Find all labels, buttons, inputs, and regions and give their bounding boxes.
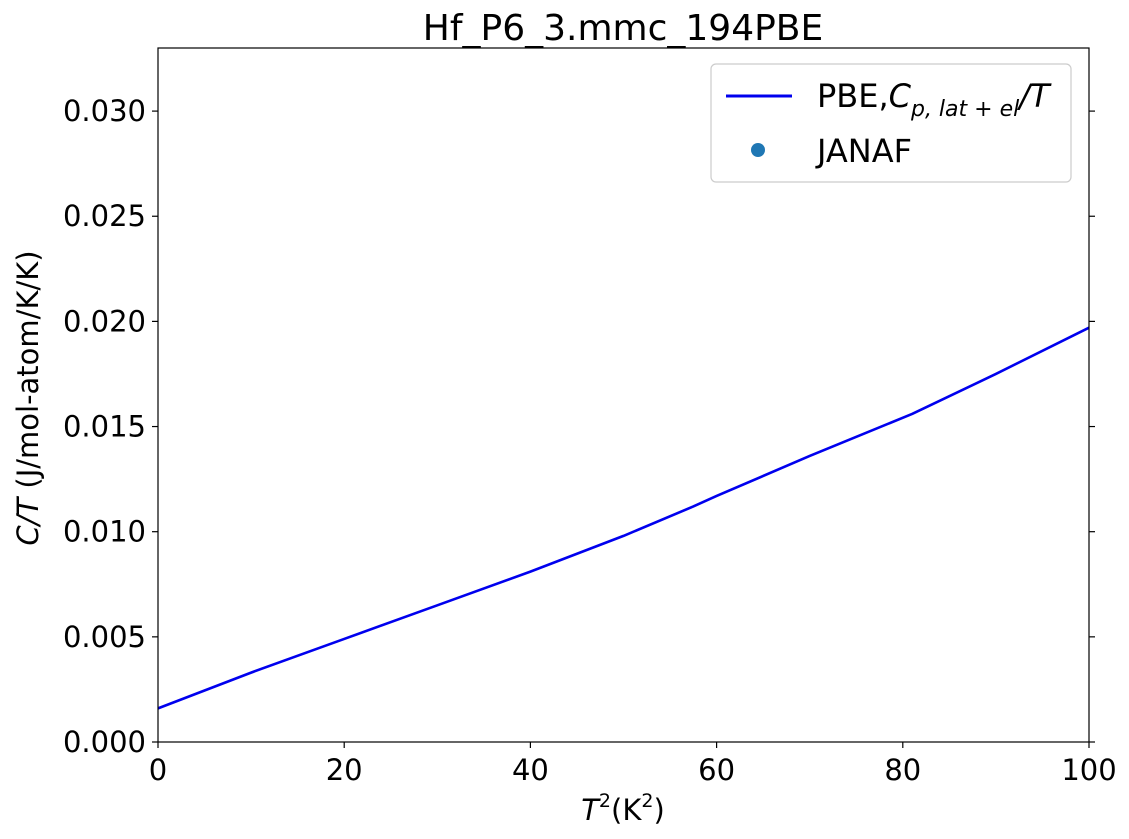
x-tick-label-1: 20	[326, 753, 363, 787]
y-axis-label: C/T (J/mol-atom/K/K)	[11, 250, 45, 545]
legend-label-pbe: PBE,Cp, lat + el/T	[817, 77, 1052, 122]
legend-label-pbe-sub: p, lat + el	[910, 97, 1019, 122]
x-axis-label-base: T	[581, 793, 601, 827]
legend-label-pbe-prefix: PBE,	[817, 77, 889, 115]
legend: PBE,Cp, lat + el/T JANAF	[710, 63, 1072, 183]
series-layer	[157, 326, 1090, 710]
chart-title: Hf_P6_3.mmc_194PBE	[423, 8, 824, 49]
x-axis-label: T2(K2)	[581, 790, 665, 827]
x-axis: 0 20 40 60 80 100	[149, 742, 1117, 787]
legend-swatch-janaf	[751, 143, 765, 157]
x-axis-label-unit-open: (K	[611, 793, 642, 827]
y-tick-label-3: 0.015	[63, 410, 146, 444]
x-tick-label-4: 80	[884, 753, 921, 787]
x-tick-label-2: 40	[512, 753, 549, 787]
series-line-pbe	[157, 326, 1090, 710]
x-axis-label-unit-close: )	[653, 793, 664, 827]
legend-label-pbe-suffix: /T	[1016, 77, 1052, 115]
x-axis-label-unit-sup: 2	[641, 790, 653, 812]
y-tick-label-1: 0.005	[63, 620, 146, 654]
x-tick-label-5: 100	[1061, 753, 1116, 787]
y-axis-label-rest: (J/mol-atom/K/K)	[11, 250, 45, 497]
x-tick-label-3: 60	[698, 753, 735, 787]
y-axis: 0.000 0.005 0.010 0.015 0.020 0.025 0.030	[63, 94, 1095, 759]
y-tick-label-5: 0.025	[63, 199, 146, 233]
y-axis-label-italic: C/T	[11, 496, 45, 546]
y-tick-label-0: 0.000	[63, 725, 146, 759]
legend-label-pbe-italic: C	[889, 77, 912, 115]
y-tick-label-2: 0.010	[63, 515, 146, 549]
axes-frame	[157, 47, 1090, 743]
x-tick-label-0: 0	[149, 753, 167, 787]
legend-label-janaf: JANAF	[815, 132, 912, 170]
y-tick-label-6: 0.030	[63, 94, 146, 128]
x-axis-label-sup: 2	[599, 790, 611, 812]
y-tick-label-4: 0.020	[63, 304, 146, 338]
legend-box	[710, 63, 1072, 183]
plot-area: 0 20 40 60 80 100 0.0000.0050.0100.0150.0200.…	[63, 47, 1117, 787]
